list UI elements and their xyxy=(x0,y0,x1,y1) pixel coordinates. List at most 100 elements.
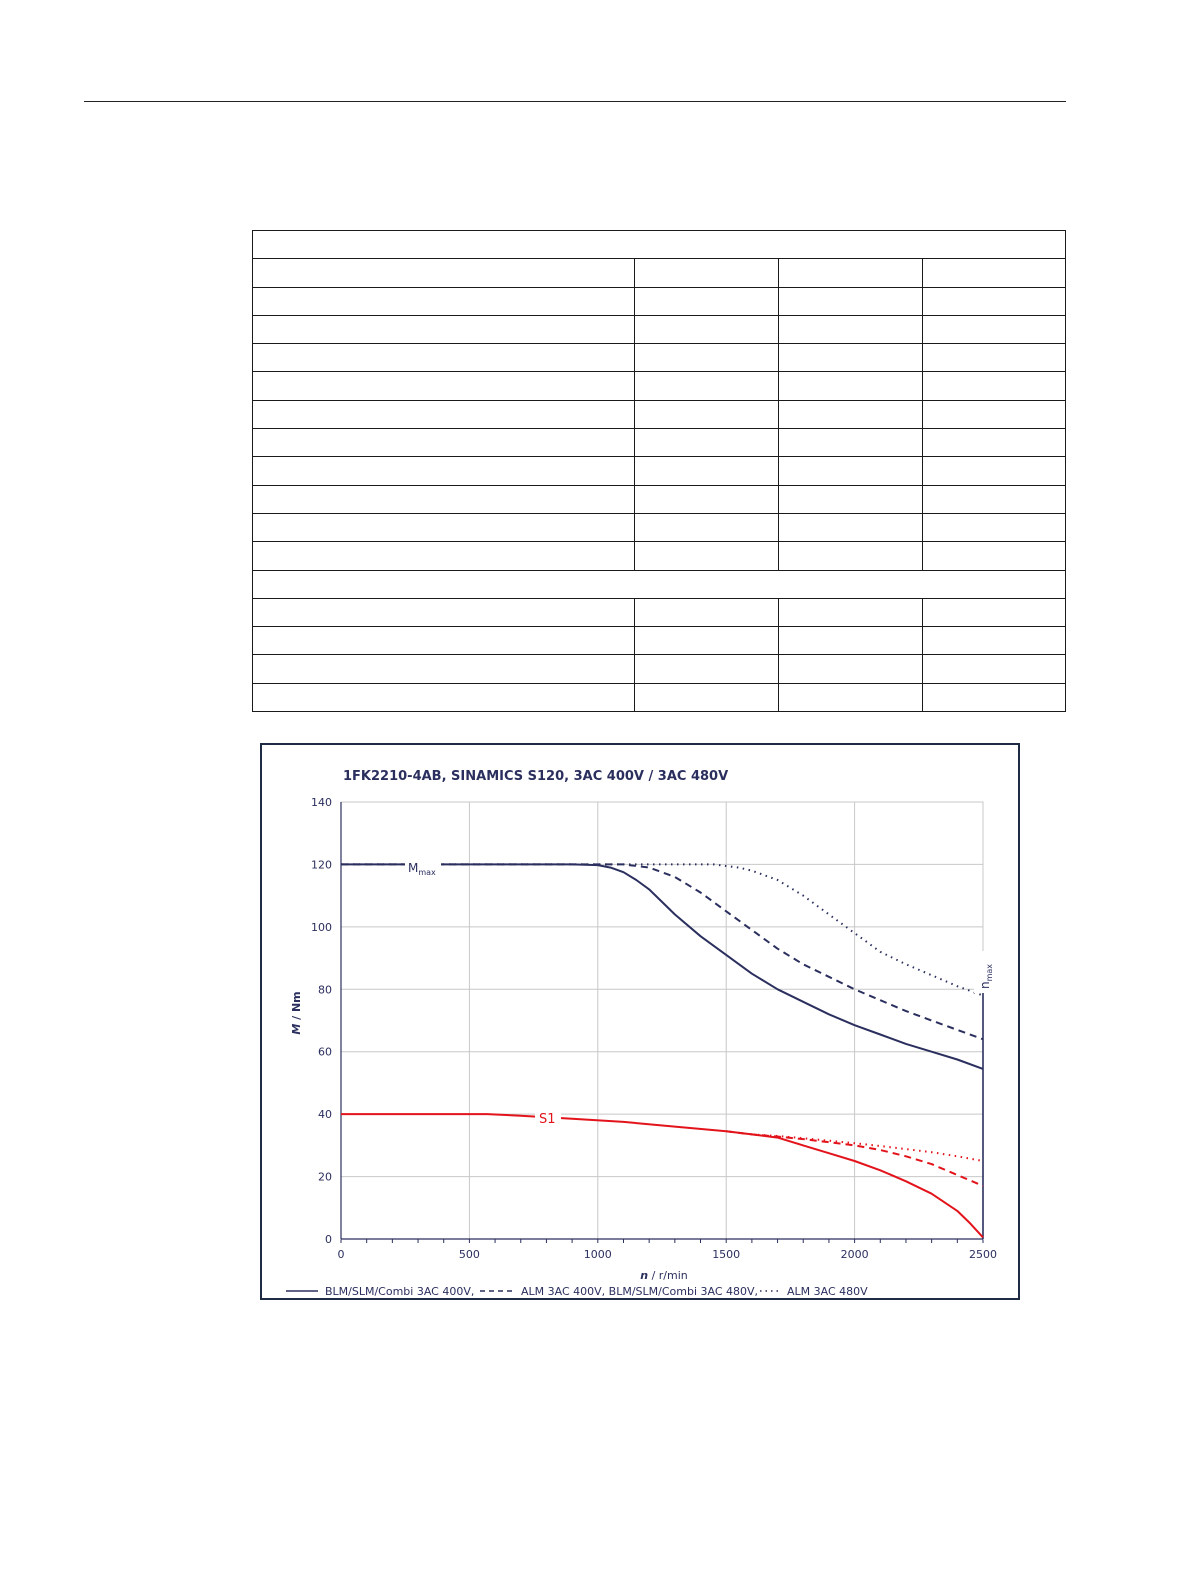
table-cell xyxy=(252,626,635,656)
mmax-label-base: M xyxy=(408,861,418,875)
chart-series xyxy=(341,863,984,1239)
series-line-s1-solid xyxy=(341,1113,984,1239)
x-tick-label: 500 xyxy=(459,1248,480,1261)
table-cell xyxy=(634,512,779,543)
y-axis-label-unit: / Nm xyxy=(290,991,303,1023)
chart-title: 1FK2210-4AB, SINAMICS S120, 3AC 400V / 3… xyxy=(343,769,728,784)
table-row xyxy=(252,428,1066,458)
table-row xyxy=(252,484,1066,514)
mmax-label-sub: max xyxy=(418,868,436,877)
table-row xyxy=(252,597,1066,628)
y-tick-label: 0 xyxy=(325,1233,332,1246)
table-cell xyxy=(778,314,923,345)
legend-label-dashed: ALM 3AC 400V, BLM/SLM/Combi 3AC 480V, xyxy=(521,1285,758,1298)
table-cell xyxy=(922,314,1066,345)
y-tick-label: 40 xyxy=(318,1108,332,1121)
y-tick-label: 60 xyxy=(318,1046,332,1059)
series-line-s1-dashed xyxy=(726,1130,984,1187)
s1-label: S1 xyxy=(539,1112,556,1127)
legend-label-solid: BLM/SLM/Combi 3AC 400V, xyxy=(325,1285,474,1298)
table-cell xyxy=(778,399,923,430)
x-axis-label-unit: / r/min xyxy=(648,1269,688,1282)
x-tick-label: 0 xyxy=(338,1248,345,1261)
nmax-label: nmax xyxy=(978,964,994,989)
legend-label-dotted: ALM 3AC 480V xyxy=(787,1285,868,1298)
x-tick-label: 1000 xyxy=(584,1248,612,1261)
table-cell xyxy=(922,428,1066,458)
y-tick-labels: 0 20 40 60 80 100 120 140 xyxy=(311,796,332,1246)
table-row xyxy=(252,541,1066,571)
table-cell xyxy=(778,682,923,713)
table-cell xyxy=(922,343,1066,373)
y-axis-label-var: M xyxy=(290,1024,303,1035)
table-cell xyxy=(252,286,635,316)
table-cell xyxy=(634,456,779,486)
table-cell xyxy=(778,626,923,656)
y-axis-label: M / Nm xyxy=(290,991,303,1034)
chart-legend: BLM/SLM/Combi 3AC 400V, ALM 3AC 400V, BL… xyxy=(286,1285,868,1298)
spec-table xyxy=(252,229,1066,713)
table-cell xyxy=(252,399,635,430)
table-cell xyxy=(922,484,1066,514)
table-cell xyxy=(634,597,779,628)
mmax-label-bg xyxy=(405,854,441,876)
table-cell xyxy=(922,286,1066,316)
table-row xyxy=(252,314,1066,345)
table-cell xyxy=(778,456,923,486)
table-cell xyxy=(634,654,779,684)
table-cell xyxy=(778,484,923,514)
table-cell xyxy=(252,597,635,628)
table-cell xyxy=(252,314,635,345)
table-cell xyxy=(778,371,923,401)
table-row xyxy=(252,229,1066,260)
table-row xyxy=(252,682,1066,713)
table-section-cell xyxy=(252,569,1066,599)
table-row xyxy=(252,258,1066,288)
table-cell xyxy=(634,428,779,458)
table-section-cell xyxy=(252,229,1066,260)
table-cell xyxy=(252,428,635,458)
page-top-rule xyxy=(84,101,1066,102)
y-tick-label: 120 xyxy=(311,858,332,871)
x-tick-labels: 0 500 1000 1500 2000 2500 xyxy=(338,1248,998,1261)
table-cell xyxy=(634,258,779,288)
table-cell xyxy=(252,654,635,684)
table-cell xyxy=(252,512,635,543)
table-cell xyxy=(252,682,635,713)
table-cell xyxy=(252,371,635,401)
nmax-label-base: n xyxy=(978,981,992,989)
table-cell xyxy=(252,343,635,373)
table-cell xyxy=(252,456,635,486)
table-row xyxy=(252,343,1066,373)
table-cell xyxy=(778,512,923,543)
table-row xyxy=(252,456,1066,486)
y-tick-label: 100 xyxy=(311,921,332,934)
table-row xyxy=(252,626,1066,656)
table-cell xyxy=(922,541,1066,571)
x-tick-label: 2000 xyxy=(841,1248,869,1261)
x-tick-label: 1500 xyxy=(712,1248,740,1261)
chart-grid xyxy=(340,801,984,1243)
series-line-mmax-solid xyxy=(341,863,984,1070)
table-cell xyxy=(778,343,923,373)
table-cell xyxy=(922,399,1066,430)
table-cell xyxy=(252,541,635,571)
y-tick-label: 20 xyxy=(318,1171,332,1184)
table-row xyxy=(252,512,1066,543)
table-cell xyxy=(634,343,779,373)
table-cell xyxy=(634,371,779,401)
table-cell xyxy=(778,286,923,316)
table-cell xyxy=(252,484,635,514)
x-axis-label: n / r/min xyxy=(640,1269,688,1282)
x-axis-label-var: n xyxy=(640,1269,648,1282)
s1-label-bg xyxy=(535,1106,561,1126)
table-cell xyxy=(634,484,779,514)
x-tick-label: 2500 xyxy=(969,1248,997,1261)
table-cell xyxy=(778,428,923,458)
table-cell xyxy=(922,654,1066,684)
table-cell xyxy=(922,626,1066,656)
table-cell xyxy=(922,456,1066,486)
table-cell xyxy=(778,541,923,571)
y-tick-label: 140 xyxy=(311,796,332,809)
table-row xyxy=(252,569,1066,599)
